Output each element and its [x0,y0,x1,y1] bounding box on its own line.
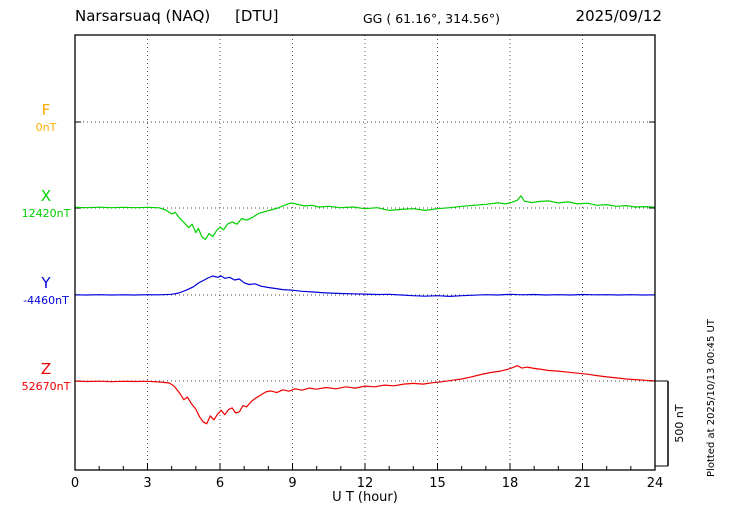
plotted-at-note: Plotted at 2025/10/13 00:45 UT [706,318,717,477]
trace-Y [74,275,656,297]
x-tick-label: 6 [216,476,224,491]
channel-name: Y [41,274,51,292]
station-name: Narsarsuaq (NAQ) [75,7,211,25]
channel-baseline-value: 0nT [35,120,57,134]
plot-date: 2025/09/12 [575,7,662,25]
x-tick-label: 0 [71,476,79,491]
x-tick-label: 3 [143,476,151,491]
channel-label-f: F 0nT [14,102,78,134]
x-tick-label: 15 [429,476,446,491]
channel-name: X [40,187,52,205]
channel-label-z: Z 52670nT [14,361,78,393]
plot-frame [74,34,656,471]
channel-name: F [41,101,51,119]
scale-bar-label: 500 nT [673,404,686,442]
channel-baseline-value: 12420nT [21,206,71,220]
x-tick-label: 24 [647,476,664,491]
station-title: Narsarsuaq (NAQ) [DTU] [75,7,278,25]
x-tick-label: 21 [574,476,591,491]
channel-label-y: Y -4460nT [14,275,78,307]
x-tick-label: 18 [502,476,519,491]
channel-name: Z [40,360,52,378]
x-axis-title: U T (hour) [332,490,398,505]
geographic-coordinates: GG ( 61.16°, 314.56°) [363,11,501,26]
x-tick-label: 9 [288,476,296,491]
x-tick-label: 12 [357,476,374,491]
channel-label-x: X 12420nT [14,188,78,220]
trace-Z [74,365,656,425]
trace-X [74,195,656,240]
institute-label: [DTU] [235,7,279,25]
channel-baseline-value: 52670nT [21,379,71,393]
channel-baseline-value: -4460nT [23,293,69,307]
